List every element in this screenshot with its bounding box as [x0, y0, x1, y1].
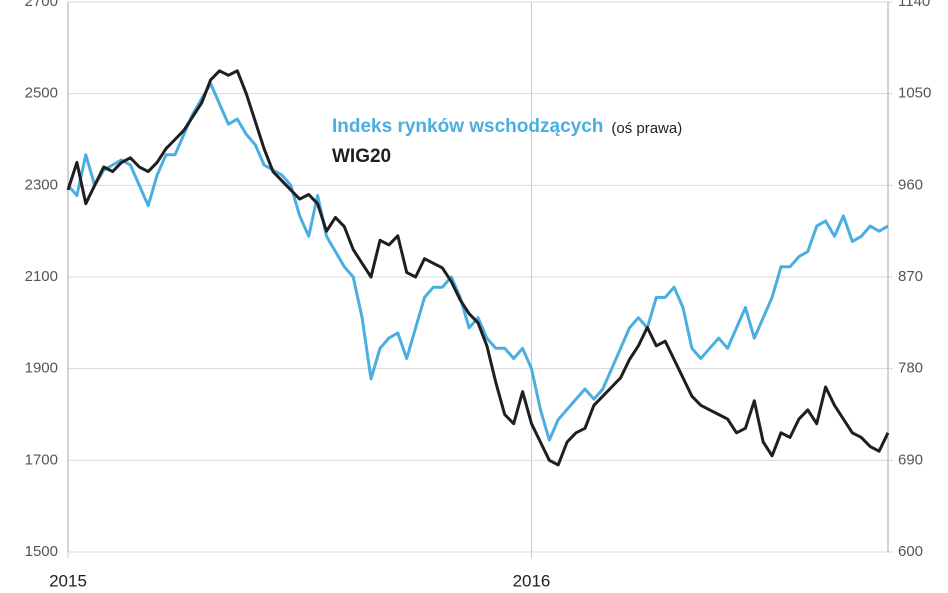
y2-tick-label: 690: [898, 451, 923, 468]
y2-tick-label: 1140: [898, 0, 930, 10]
y-tick-label: 1900: [25, 360, 58, 377]
y2-tick-label: 1050: [898, 85, 931, 102]
series-line: [66, 69, 890, 467]
y-tick-label: 2300: [25, 176, 58, 193]
axis-note: (oś prawa): [611, 120, 682, 137]
legend-label: Indeks rynków wschodzących: [332, 116, 603, 137]
y-tick-label: 2500: [25, 85, 58, 102]
y2-tick-label: 870: [898, 268, 923, 285]
y2-tick-label: 960: [898, 176, 923, 193]
y-tick-label: 2100: [25, 268, 58, 285]
y-tick-label: 1700: [25, 451, 58, 468]
y2-tick-label: 600: [898, 543, 923, 560]
y-tick-label: 2700: [25, 0, 58, 10]
x-tick-label: 2016: [513, 571, 551, 590]
x-tick-label: 2015: [49, 571, 87, 590]
y2-tick-label: 780: [898, 360, 923, 377]
legend-label: WIG20: [332, 146, 391, 167]
y-tick-label: 1500: [25, 543, 58, 560]
